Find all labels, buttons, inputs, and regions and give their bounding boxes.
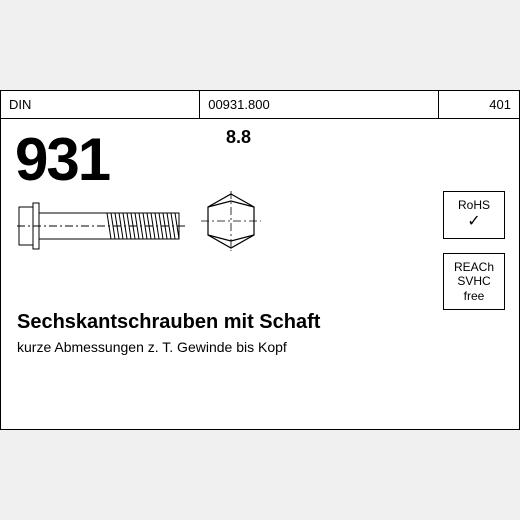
reach-label-2: SVHC [446,274,502,288]
rohs-label: RoHS [446,198,502,212]
header-standard: DIN [1,91,200,118]
header-code: 00931.800 [200,91,439,118]
check-icon: ✓ [446,212,502,231]
product-subtitle: kurze Abmessungen z. T. Gewinde bis Kopf [17,339,287,355]
rohs-badge: RoHS ✓ [443,191,505,239]
header-id: 401 [439,91,519,118]
hex-front-icon [201,191,261,251]
header-row: DIN 00931.800 401 [1,91,519,119]
reach-label-3: free [446,289,502,303]
product-card: DIN 00931.800 401 931 8.8 [0,90,520,430]
product-title: Sechskantschrauben mit Schaft [17,311,320,334]
reach-badge: REACh SVHC free [443,253,505,310]
grade-label: 8.8 [226,127,251,148]
bolt-side-icon [17,201,187,251]
main-number: 931 [15,125,109,194]
reach-label-1: REACh [446,260,502,274]
